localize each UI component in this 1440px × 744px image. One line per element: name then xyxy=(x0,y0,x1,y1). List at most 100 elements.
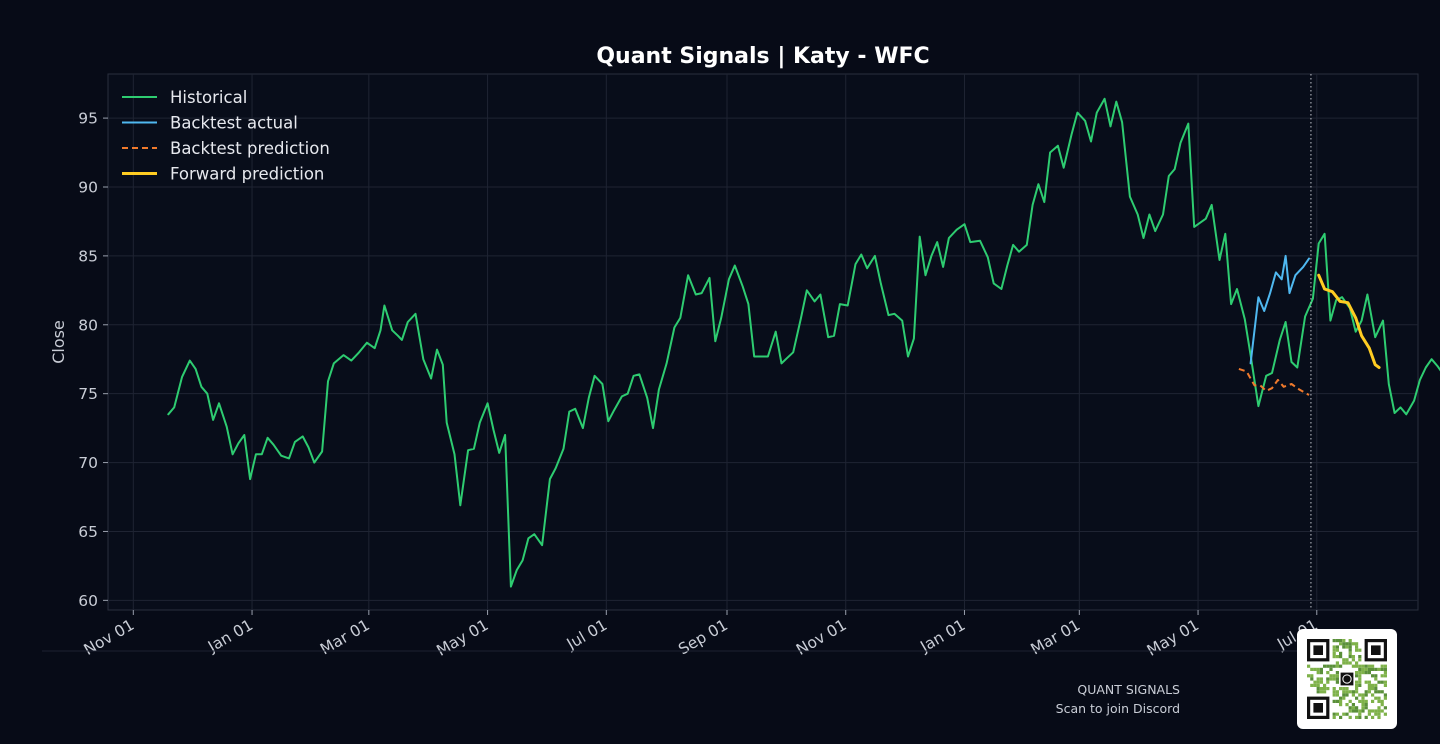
legend-label-backtest-actual: Backtest actual xyxy=(170,114,298,133)
qr-module xyxy=(1355,706,1359,710)
qr-module xyxy=(1355,645,1359,649)
legend-label-forward-prediction: Forward prediction xyxy=(170,165,324,184)
qr-module xyxy=(1358,667,1362,671)
qr-module xyxy=(1351,703,1355,707)
qr-module xyxy=(1342,690,1346,694)
qr-module xyxy=(1377,712,1381,716)
qr-module xyxy=(1319,671,1323,675)
qr-module xyxy=(1358,658,1362,662)
qr-module xyxy=(1332,690,1336,694)
x-tick-label: Mar 01 xyxy=(317,616,373,659)
qr-module xyxy=(1307,664,1311,668)
qr-module xyxy=(1367,671,1371,675)
qr-module xyxy=(1371,693,1375,697)
qr-module xyxy=(1364,706,1368,710)
qr-module xyxy=(1383,712,1387,716)
qr-module xyxy=(1316,671,1320,675)
qr-module xyxy=(1355,696,1359,700)
qr-module xyxy=(1380,680,1384,684)
qr-module xyxy=(1371,667,1375,671)
qr-module xyxy=(1358,664,1362,668)
qr-module xyxy=(1348,651,1352,655)
qr-module xyxy=(1361,703,1365,707)
qr-module xyxy=(1355,680,1359,684)
qr-module xyxy=(1355,671,1359,675)
qr-module xyxy=(1342,661,1346,665)
qr-module xyxy=(1374,690,1378,694)
qr-module xyxy=(1339,664,1343,668)
qr-module xyxy=(1332,715,1336,719)
qr-module xyxy=(1380,690,1384,694)
x-tick-label: Nov 01 xyxy=(81,616,138,659)
qr-module xyxy=(1332,648,1336,652)
qr-module xyxy=(1310,677,1314,681)
qr-module xyxy=(1358,693,1362,697)
qr-module xyxy=(1351,655,1355,659)
qr-module xyxy=(1316,667,1320,671)
qr-module xyxy=(1342,693,1346,697)
qr-module xyxy=(1348,706,1352,710)
qr-module xyxy=(1358,683,1362,687)
qr-module xyxy=(1358,677,1362,681)
qr-module xyxy=(1332,639,1336,643)
qr-module xyxy=(1310,667,1314,671)
qr-module xyxy=(1332,674,1336,678)
qr-module xyxy=(1383,696,1387,700)
y-tick-label: 90 xyxy=(78,178,98,196)
qr-module xyxy=(1332,699,1336,703)
discord-qr-code[interactable] xyxy=(1297,629,1397,729)
qr-module xyxy=(1358,655,1362,659)
qr-module xyxy=(1332,687,1336,691)
qr-module xyxy=(1335,712,1339,716)
qr-module xyxy=(1358,671,1362,675)
qr-module xyxy=(1361,671,1365,675)
qr-module xyxy=(1339,639,1343,643)
y-tick-label: 70 xyxy=(78,454,98,472)
qr-module xyxy=(1342,712,1346,716)
qr-module xyxy=(1332,712,1336,716)
x-tick-label: Nov 01 xyxy=(793,616,850,659)
qr-module xyxy=(1329,664,1333,668)
chart-title: Quant Signals | Katy - WFC xyxy=(596,44,929,69)
qr-module xyxy=(1339,687,1343,691)
qr-module xyxy=(1329,677,1333,681)
qr-module xyxy=(1374,709,1378,713)
qr-module xyxy=(1335,693,1339,697)
qr-module xyxy=(1339,703,1343,707)
qr-module xyxy=(1367,683,1371,687)
qr-module xyxy=(1339,696,1343,700)
legend: Historical Backtest actual Backtest predic… xyxy=(122,88,330,184)
qr-module xyxy=(1326,677,1330,681)
qr-module xyxy=(1374,674,1378,678)
series-line-forward-prediction xyxy=(1317,273,1381,369)
qr-module xyxy=(1342,658,1346,662)
qr-module xyxy=(1339,642,1343,646)
qr-module xyxy=(1367,690,1371,694)
qr-module xyxy=(1358,699,1362,703)
qr-module xyxy=(1371,664,1375,668)
qr-module xyxy=(1355,690,1359,694)
qr-module xyxy=(1348,645,1352,649)
qr-module xyxy=(1319,667,1323,671)
qr-module xyxy=(1351,690,1355,694)
qr-module xyxy=(1316,690,1320,694)
series-line-backtest-prediction xyxy=(1238,367,1310,396)
qr-module xyxy=(1383,674,1387,678)
y-tick-label: 60 xyxy=(78,592,98,610)
qr-module xyxy=(1358,648,1362,652)
qr-module xyxy=(1367,687,1371,691)
qr-module xyxy=(1374,683,1378,687)
qr-module xyxy=(1345,661,1349,665)
qr-module xyxy=(1316,683,1320,687)
qr-module xyxy=(1377,706,1381,710)
qr-module xyxy=(1339,699,1343,703)
qr-module xyxy=(1339,715,1343,719)
qr-module xyxy=(1383,664,1387,668)
qr-module xyxy=(1361,699,1365,703)
qr-module xyxy=(1313,683,1317,687)
qr-module xyxy=(1348,639,1352,643)
qr-module xyxy=(1364,667,1368,671)
qr-module xyxy=(1361,709,1365,713)
qr-module xyxy=(1329,674,1333,678)
qr-module xyxy=(1313,680,1317,684)
